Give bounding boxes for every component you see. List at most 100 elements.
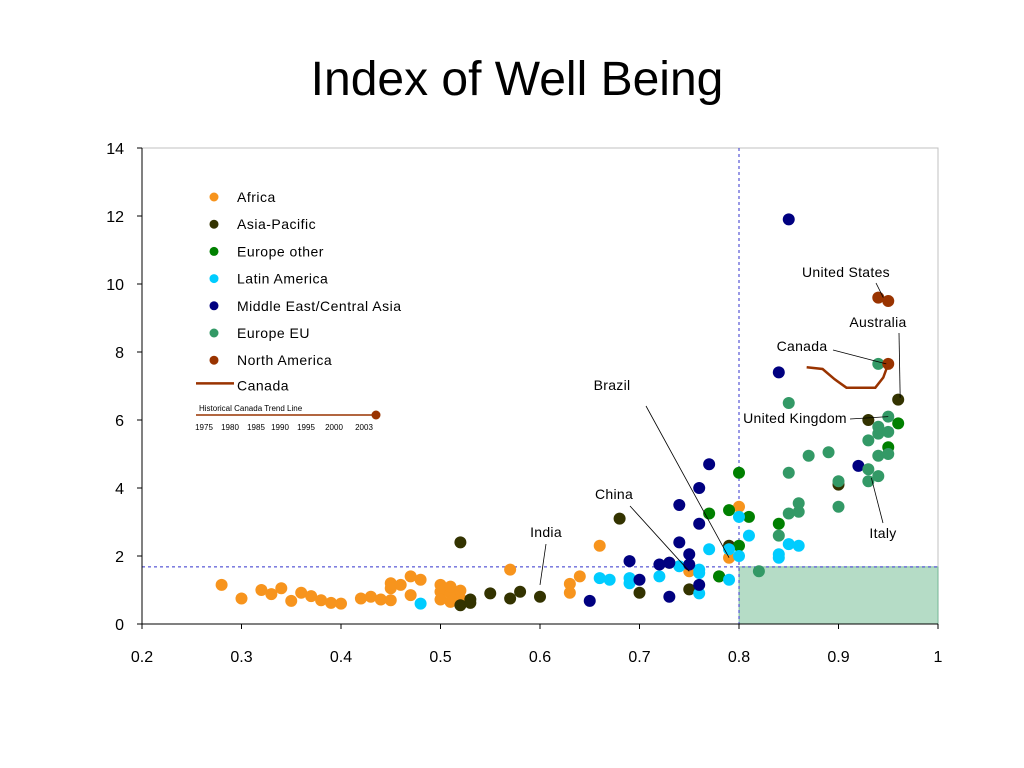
point-series-0 (384, 582, 397, 595)
point-series-0 (325, 596, 338, 609)
legend-label: Canada (237, 377, 289, 393)
point-series-0 (563, 577, 576, 590)
legend-marker (209, 301, 219, 311)
point-series-5 (872, 427, 885, 440)
point-series-4 (673, 536, 686, 549)
point-series-2 (742, 510, 755, 523)
annotation-label: China (595, 486, 633, 502)
x-tick-label: 0.2 (131, 649, 153, 666)
point-series-4 (583, 594, 596, 607)
point-series-5 (802, 449, 815, 462)
annotation-leader (832, 349, 887, 365)
annotation-label: United States (802, 264, 890, 280)
legend-marker (209, 246, 219, 256)
annotation-leader (870, 477, 884, 524)
point-series-0 (374, 593, 387, 606)
y-tick-label: 8 (115, 345, 124, 362)
legend-marker (209, 219, 219, 229)
legend-label: Europe other (237, 243, 324, 259)
annotation-label: Canada (777, 338, 828, 354)
point-series-1 (484, 587, 497, 600)
chart-title: Index of Well Being (310, 53, 724, 106)
legend-trend-caption: Historical Canada Trend Line (199, 404, 303, 413)
point-series-2 (772, 517, 785, 530)
point-series-3 (733, 510, 745, 523)
y-tick-label: 2 (115, 549, 124, 566)
trend-line (806, 363, 890, 389)
annotations: United States Australia Canada Brazil United… (530, 264, 906, 585)
legend-trend-year: 2003 (355, 423, 373, 432)
point-series-5 (822, 446, 835, 459)
point-series-4 (633, 573, 646, 586)
legend-trend-year: 1985 (247, 423, 265, 432)
point-series-0 (335, 597, 347, 610)
point-series-5 (792, 505, 805, 518)
point-series-5 (792, 497, 805, 510)
point-series-0 (444, 580, 457, 593)
point-series-4 (623, 555, 636, 568)
point-series-0 (305, 590, 318, 603)
point-series-2 (733, 466, 745, 479)
x-tick-label: 0.4 (330, 649, 352, 666)
point-series-5 (752, 565, 765, 578)
annotation-label: India (530, 524, 562, 540)
annotation-leader (898, 332, 901, 398)
x-tick-label: 1 (934, 649, 943, 666)
point-series-1 (862, 414, 875, 426)
legend-label: Asia-Pacific (237, 216, 316, 232)
point-series-0 (265, 588, 278, 601)
legend-trend-year: 1990 (271, 423, 289, 432)
point-series-1 (892, 393, 905, 406)
point-series-5 (782, 466, 795, 479)
point-series-0 (444, 595, 457, 608)
point-series-0 (573, 570, 586, 583)
point-series-0 (354, 592, 367, 605)
point-series-0 (215, 578, 228, 591)
point-series-0 (275, 582, 288, 595)
point-series-3 (742, 529, 755, 542)
point-series-0 (414, 573, 427, 586)
point-series-5 (872, 470, 885, 483)
x-tick-label: 0.5 (429, 649, 451, 666)
legend-label: Middle East/Central Asia (237, 298, 402, 314)
point-series-4 (703, 458, 716, 471)
point-series-3 (703, 543, 716, 556)
annotation-label: United Kingdom (743, 410, 847, 426)
point-series-4 (663, 556, 676, 569)
legend-marker (209, 355, 219, 365)
annotation-leader (629, 505, 690, 572)
legend-trend-year: 2000 (325, 423, 343, 432)
point-series-1 (454, 536, 467, 549)
point-series-2 (733, 539, 745, 552)
point-series-0 (394, 578, 407, 591)
point-series-3 (693, 563, 706, 576)
y-tick-label: 4 (115, 481, 124, 498)
point-series-4 (693, 578, 706, 591)
point-series-5 (832, 500, 845, 513)
point-series-3 (653, 570, 666, 583)
point-series-3 (782, 538, 795, 551)
point-series-1 (514, 585, 527, 598)
canada-trend-line (806, 363, 890, 389)
point-series-0 (563, 586, 576, 599)
point-series-4 (852, 459, 865, 472)
point-series-5 (832, 475, 845, 488)
legend-marker (209, 274, 219, 284)
point-series-3 (792, 539, 805, 552)
x-tick-label: 0.3 (230, 649, 252, 666)
legend-label: Europe EU (237, 325, 310, 341)
point-series-4 (663, 590, 676, 603)
point-series-1 (504, 592, 517, 605)
point-series-0 (504, 563, 517, 576)
point-series-4 (683, 548, 696, 561)
shaded-region (738, 566, 939, 625)
point-series-4 (683, 558, 696, 571)
point-series-0 (404, 589, 417, 602)
point-series-6 (872, 291, 885, 304)
point-series-0 (235, 592, 248, 605)
point-series-4 (782, 213, 795, 226)
annotation-label: Australia (849, 314, 906, 330)
data-points (215, 213, 905, 612)
